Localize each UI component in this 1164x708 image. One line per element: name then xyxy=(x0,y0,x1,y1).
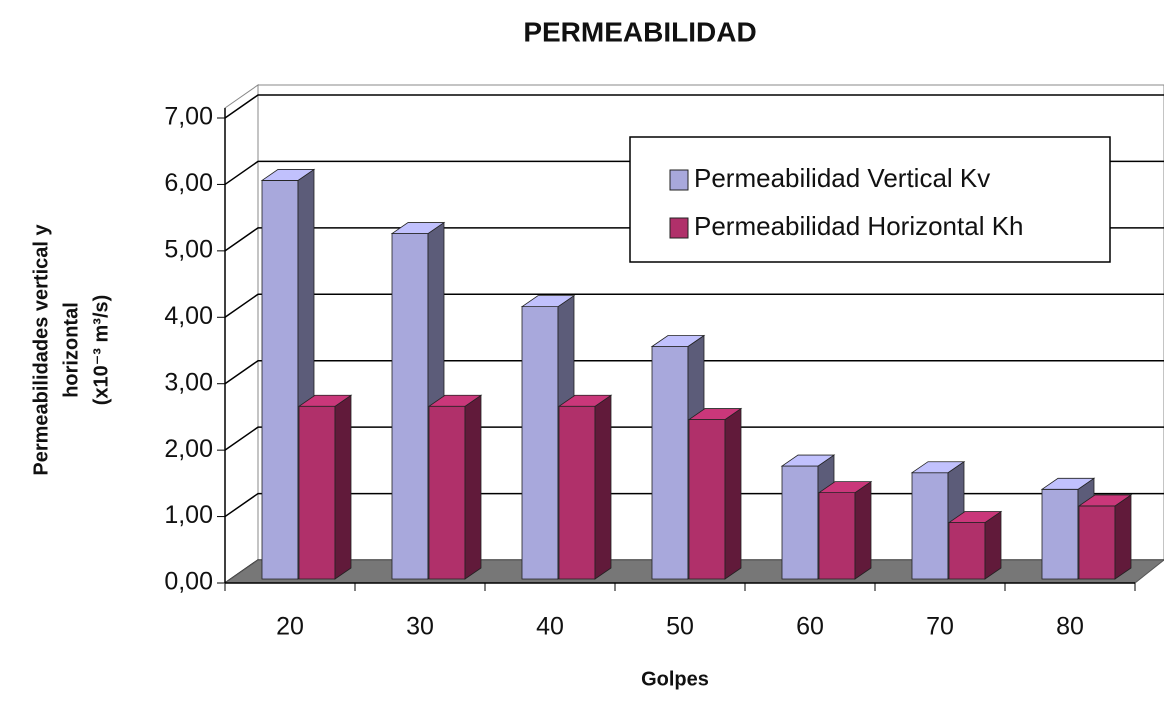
legend-swatch xyxy=(669,169,689,191)
bar-top xyxy=(687,408,743,420)
y-axis-label: horizontal xyxy=(60,302,82,398)
bar-front xyxy=(391,233,429,580)
y-axis-label: Permeabilidades vertical y xyxy=(30,223,52,475)
bar xyxy=(947,510,1003,580)
y-tick-label: 4,00 xyxy=(164,302,213,330)
y-tick-label: 1,00 xyxy=(164,501,213,529)
legend-box xyxy=(629,136,1111,263)
bar-top xyxy=(1077,494,1133,507)
x-tick-label: 80 xyxy=(1056,613,1084,641)
y-tick-label: 7,00 xyxy=(164,103,213,131)
bar xyxy=(817,480,873,580)
bar-front xyxy=(428,405,466,580)
y-tick-label: 6,00 xyxy=(164,169,213,197)
side-wall xyxy=(224,84,259,584)
bar-top xyxy=(910,461,966,474)
bar-side xyxy=(334,394,352,580)
bar-front xyxy=(298,405,336,580)
bar-front xyxy=(521,306,559,580)
legend-label: Permeabilidad Vertical Kv xyxy=(694,163,990,193)
bar-side xyxy=(1114,494,1132,580)
x-axis-label: Golpes xyxy=(641,668,709,690)
bar-front xyxy=(688,419,726,580)
chart-title: PERMEABILIDAD xyxy=(523,16,756,47)
y-tick-label: 2,00 xyxy=(164,435,213,463)
bar-front xyxy=(948,522,986,580)
x-tick-label: 40 xyxy=(536,613,564,641)
y-tick-label: 5,00 xyxy=(164,235,213,263)
y-axis-label: (x10⁻³ m³/s) xyxy=(90,295,112,406)
bar-top xyxy=(817,481,873,494)
legend-label: Permeabilidad Horizontal Kh xyxy=(694,211,1024,241)
grid-line xyxy=(224,94,1164,119)
bar-top xyxy=(520,295,576,308)
bar-top xyxy=(780,454,836,467)
y-tick-label: 0,00 xyxy=(164,568,213,596)
grid-line xyxy=(224,359,1164,385)
bar-top xyxy=(390,222,446,234)
bar-top xyxy=(1040,477,1096,490)
bar-top xyxy=(947,511,1003,523)
x-tick-label: 70 xyxy=(926,613,954,641)
bar xyxy=(557,394,613,580)
bar xyxy=(297,394,353,580)
bar-top xyxy=(297,394,353,407)
x-tick-label: 60 xyxy=(796,613,824,641)
bar-front xyxy=(1078,505,1116,580)
bar-front xyxy=(818,492,856,580)
x-tick-label: 50 xyxy=(666,613,694,641)
x-tick-label: 30 xyxy=(406,613,434,641)
bar-side xyxy=(724,407,742,580)
bar-top xyxy=(260,169,316,181)
bar xyxy=(687,407,743,580)
bar-side xyxy=(984,510,1002,580)
bar-front xyxy=(651,346,689,580)
bar-side xyxy=(594,394,612,580)
bar xyxy=(1077,494,1133,580)
bar-front xyxy=(1041,488,1079,580)
bar-front xyxy=(781,465,819,580)
legend-swatch xyxy=(669,217,689,239)
bar xyxy=(427,394,483,580)
bar-side xyxy=(854,480,872,580)
bar-front xyxy=(261,180,299,580)
bar-front xyxy=(911,472,949,580)
bar-top xyxy=(557,394,613,407)
x-tick-label: 20 xyxy=(276,613,304,641)
grid-line xyxy=(224,293,1164,318)
bar-side xyxy=(464,394,482,580)
bar-front xyxy=(558,405,596,580)
bar-top xyxy=(650,335,706,347)
grid-line xyxy=(224,426,1164,451)
y-tick-label: 3,00 xyxy=(164,368,213,396)
bar-top xyxy=(427,394,483,407)
